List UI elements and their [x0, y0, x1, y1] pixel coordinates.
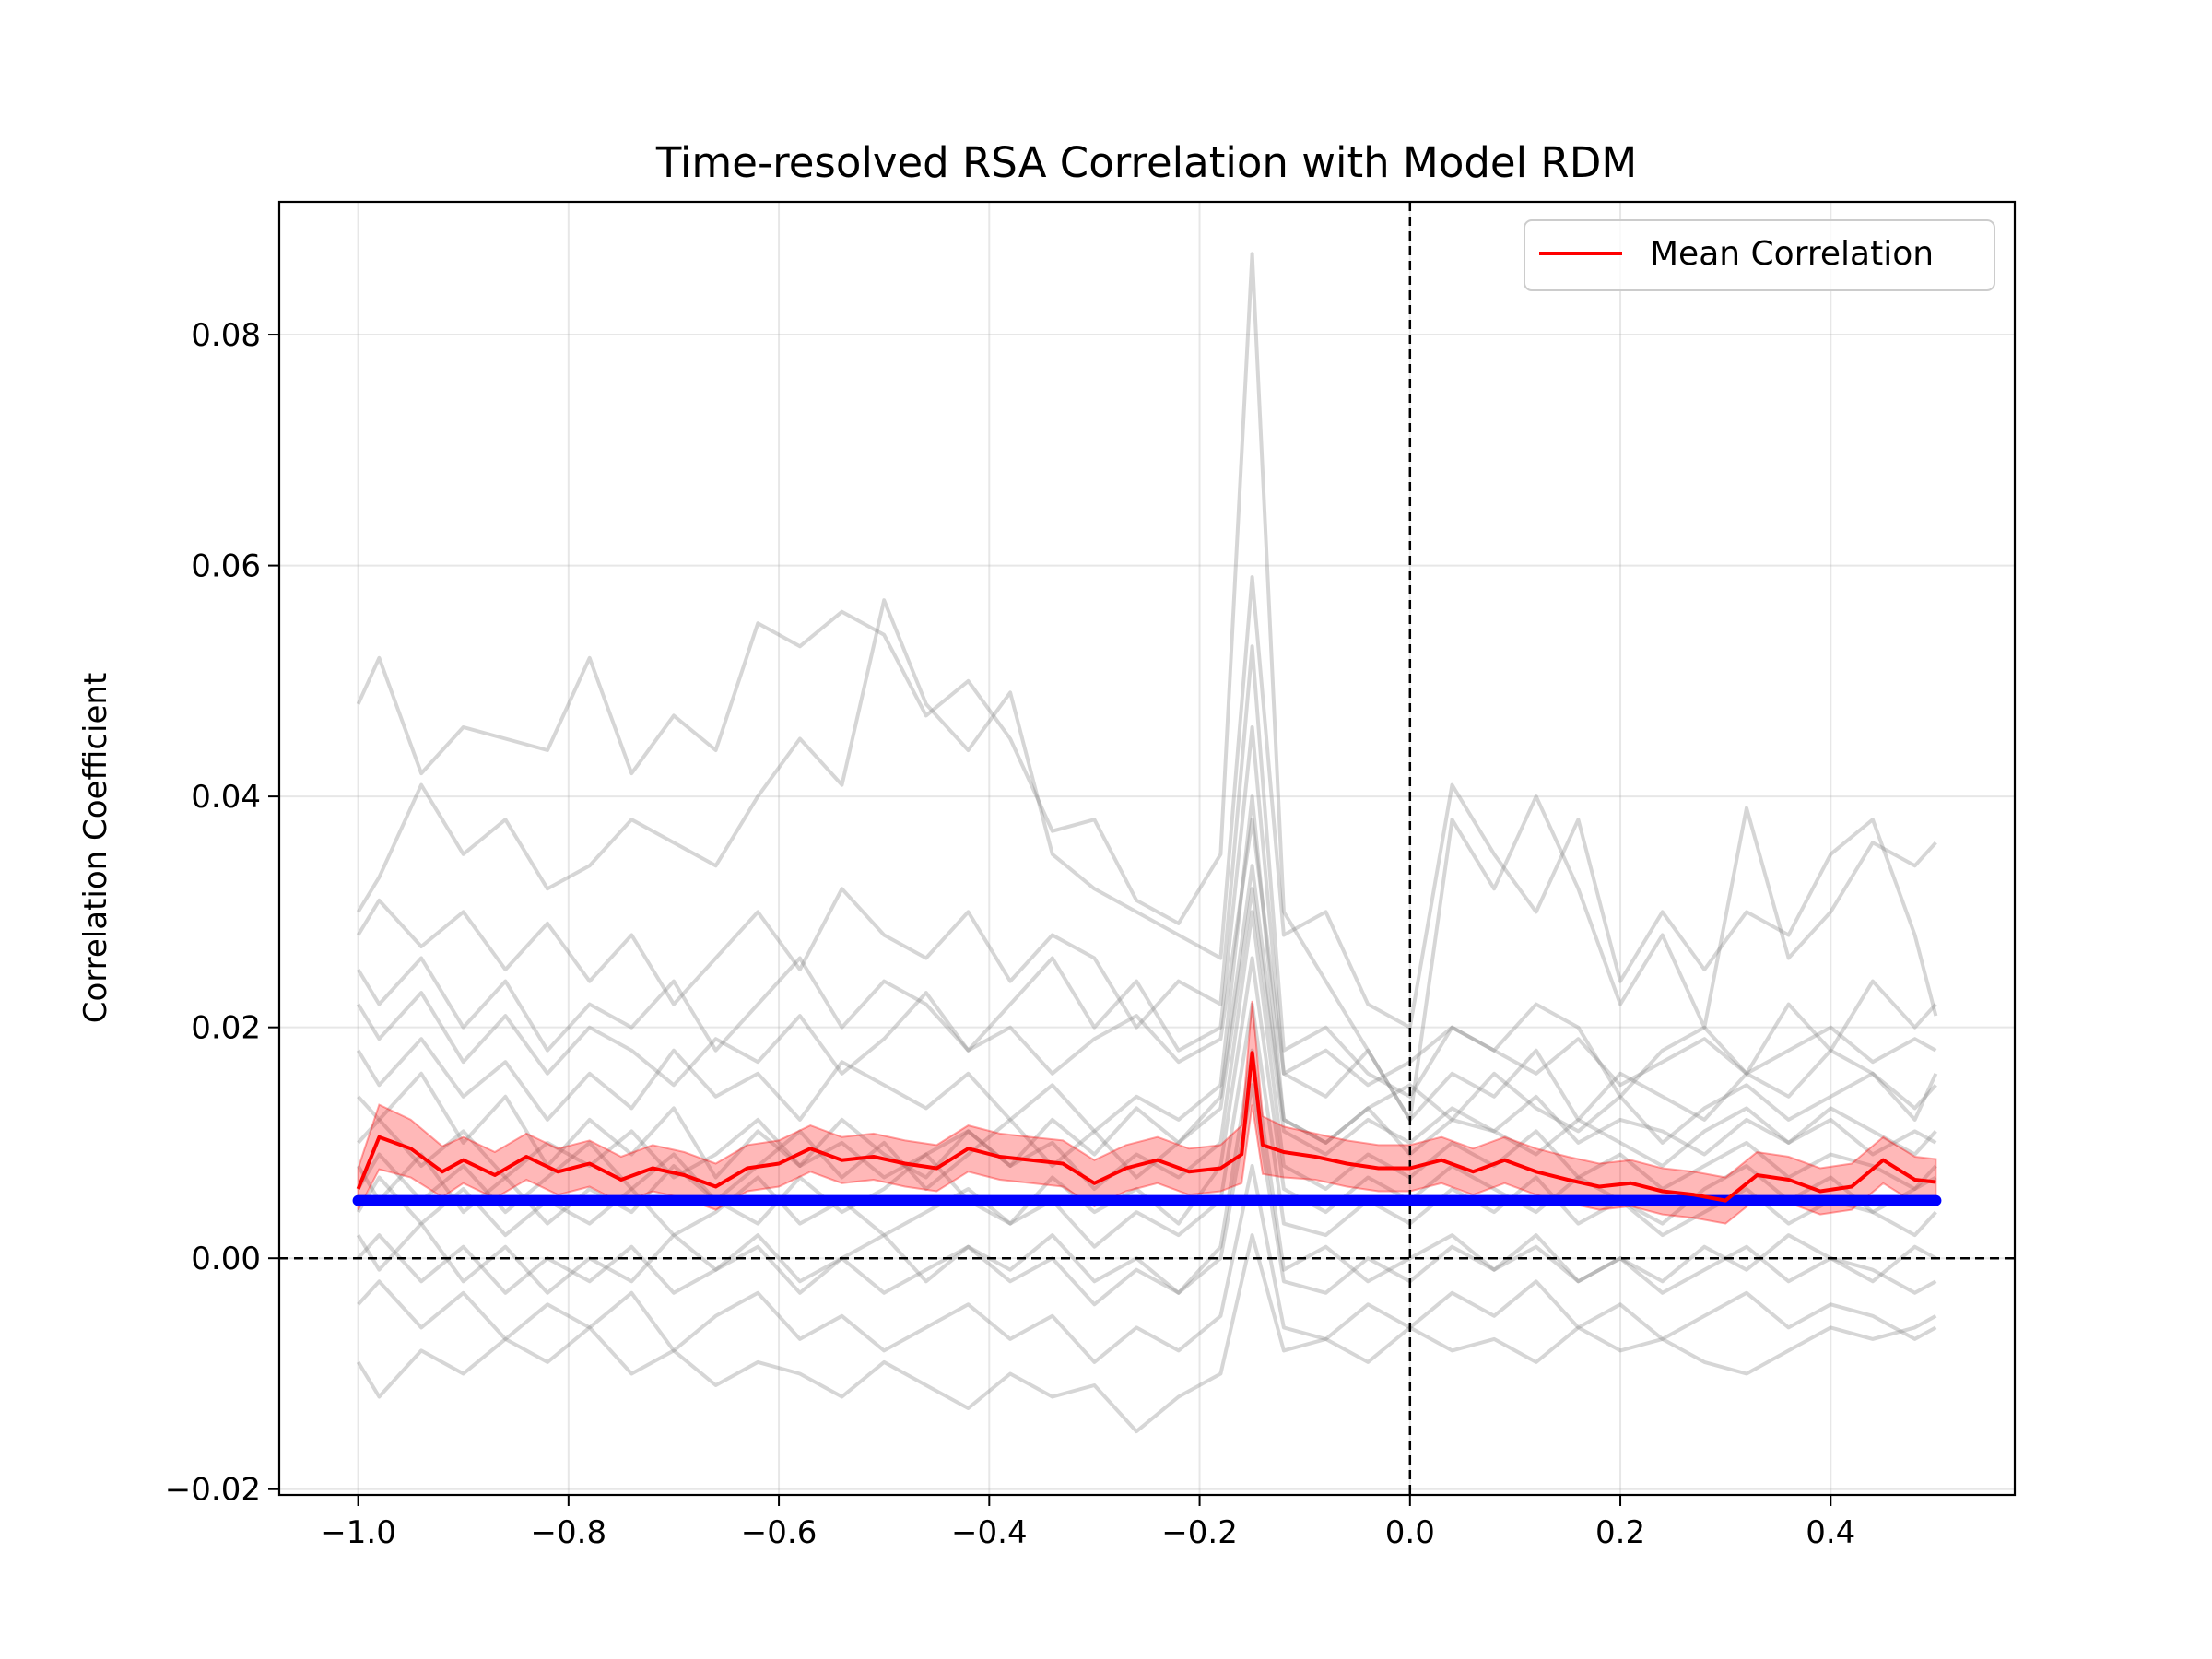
individual-series-line	[357, 910, 1937, 1191]
y-tick-label: 0.06	[191, 548, 261, 585]
x-tick-label: −1.0	[320, 1514, 396, 1551]
plot-area-frame	[277, 200, 2017, 1497]
y-tick-label: 0.00	[191, 1241, 261, 1277]
individual-series-line	[356, 794, 1937, 1157]
individual-series-line	[356, 1048, 1937, 1295]
x-tick-label: 0.2	[1595, 1514, 1645, 1551]
individual-series-group	[356, 252, 1938, 1434]
legend-mean-label: Mean Correlation	[1650, 235, 1934, 273]
individual-series-line	[356, 644, 1937, 1099]
x-tick-label: −0.2	[1161, 1514, 1238, 1551]
reference-lines	[279, 202, 2015, 1495]
legend: Mean Correlation	[1524, 219, 1995, 291]
y-axis-ticks: −0.02 0.00 0.02 0.04 0.06 0.08	[165, 317, 279, 1509]
x-tick-label: −0.6	[741, 1514, 818, 1551]
mean-correlation-line	[356, 1051, 1936, 1203]
individual-series-line	[356, 1002, 1937, 1249]
y-tick-label: −0.02	[165, 1472, 261, 1509]
x-tick-label: 0.0	[1385, 1514, 1435, 1551]
x-tick-label: −0.8	[531, 1514, 607, 1551]
y-axis-label: Correlation Coefficient	[77, 673, 114, 1024]
y-tick-label: 0.02	[191, 1010, 261, 1047]
x-axis-ticks: −1.0 −0.8 −0.6 −0.4 −0.2 0.0 0.2 0.4	[320, 1495, 1855, 1551]
y-tick-label: 0.08	[191, 317, 261, 354]
legend-box	[1524, 219, 1995, 291]
y-tick-label: 0.04	[191, 779, 261, 816]
individual-series-line	[356, 818, 1937, 1088]
individual-series-line	[357, 1083, 1937, 1307]
individual-series-line	[356, 1233, 1937, 1434]
chart-title: Time-resolved RSA Correlation with Model…	[655, 138, 1637, 187]
x-tick-label: −0.4	[951, 1514, 1028, 1551]
mean-series-group	[356, 1051, 1936, 1203]
individual-series-line	[357, 864, 1937, 1180]
individual-series-line	[356, 725, 1938, 1122]
x-tick-label: 0.4	[1806, 1514, 1855, 1551]
individual-series-line	[357, 1164, 1937, 1364]
individual-series-line	[356, 252, 1937, 1122]
individual-series-line	[356, 575, 1938, 1030]
